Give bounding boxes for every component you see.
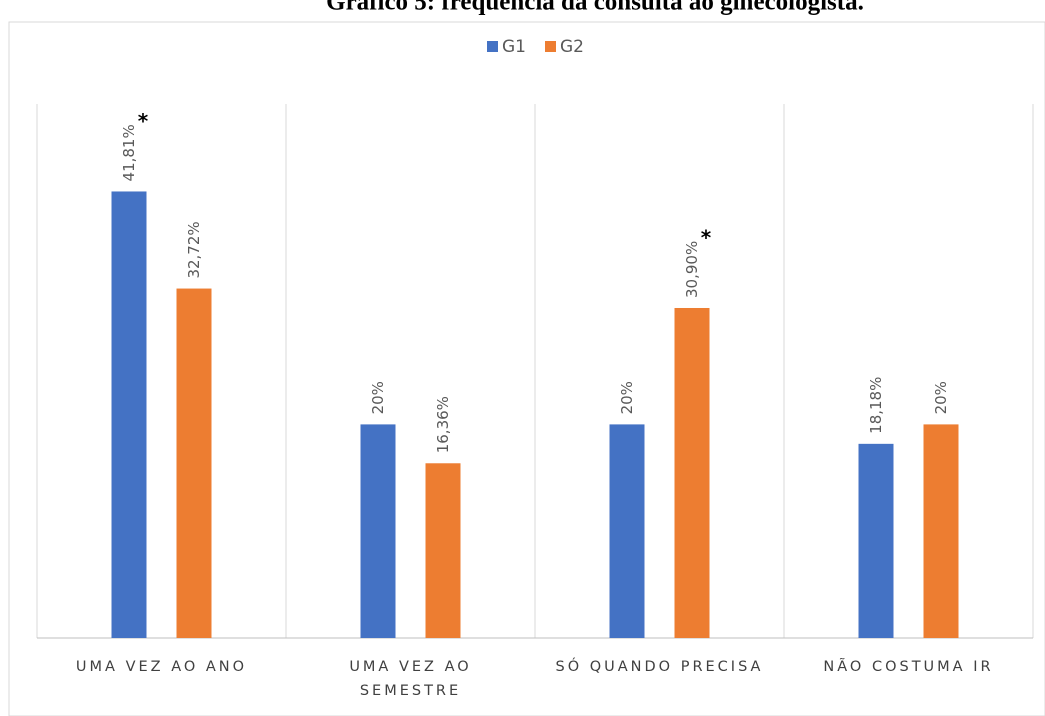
data-label-g1-4: 18,18% [867,377,885,434]
category-label: SÓ QUANDO PRECISA [556,657,764,675]
data-label-g2-4: 20% [932,381,950,414]
data-label-g2-2: 16,36% [434,396,452,453]
bar-g1-3 [609,424,645,638]
data-label-g2-3: 30,90% [683,241,701,298]
legend-swatch-g2 [545,41,556,52]
category-label: UMA VEZ AO [349,659,471,675]
chart-title: Gráfico 5: frequência da consulta ao gin… [326,0,864,16]
legend-label-g1: G1 [502,37,526,57]
category-label: SEMESTRE [360,683,461,699]
category-label: UMA VEZ AO ANO [76,659,247,675]
legend-swatch-g1 [487,41,498,52]
data-label-g2-1: 32,72% [185,221,203,278]
bar-g1-2 [360,424,396,638]
data-label-g1-3: 20% [618,381,636,414]
bar-g2-1 [176,288,212,638]
bar-g2-4 [923,424,959,638]
bar-g1-1 [111,191,147,639]
data-label-g1-1: 41,81% [120,124,138,181]
legend-label-g2: G2 [560,37,584,57]
data-label-g1-2: 20% [369,381,387,414]
bar-g2-2 [425,463,461,638]
bar-g1-4 [858,443,894,638]
legend: G1 G2 [487,37,584,57]
plot-area: 41,81% 20% 20% 18,18% 32,72% 16,36% 30,90% 20% *… [36,104,1034,699]
significance-marker: * [138,109,149,133]
category-label: NÃO COSTUMA IR [823,658,993,675]
bar-g2-3 [674,307,710,638]
significance-marker: * [701,225,712,249]
